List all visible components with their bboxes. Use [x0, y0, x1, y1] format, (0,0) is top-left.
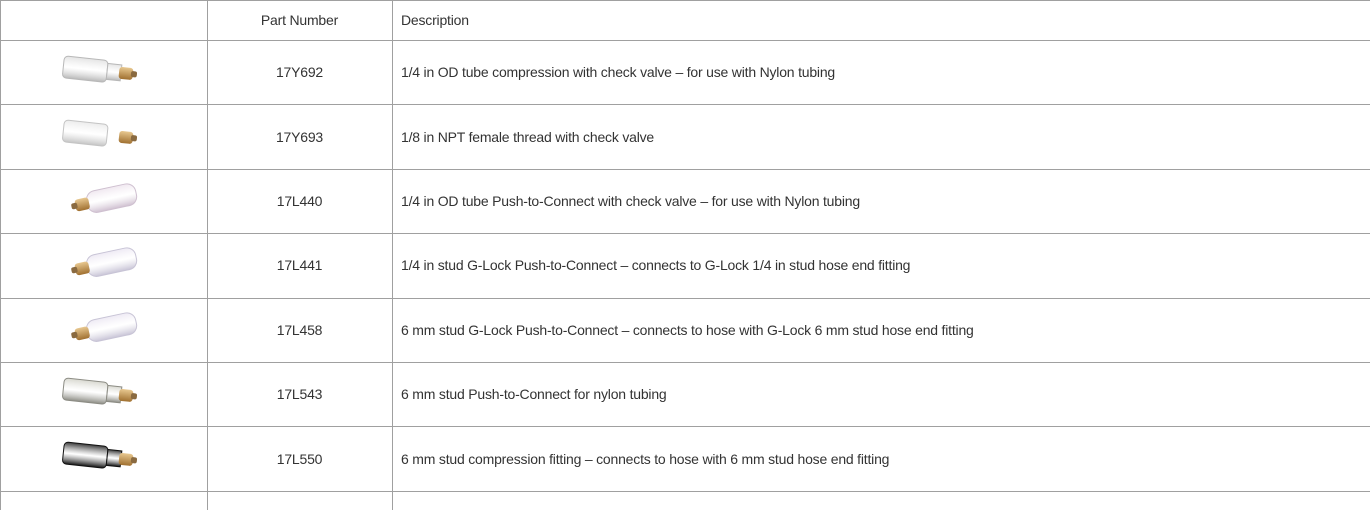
part-image	[53, 181, 153, 221]
fitting-icon	[62, 120, 138, 147]
description: 1/8 in NPT female thread with check valv…	[401, 128, 655, 145]
part-number: 17L550	[276, 450, 323, 467]
description: 1/4 in OD tube Push-to-Connect with chec…	[401, 192, 860, 209]
border	[392, 0, 393, 510]
part-number: 17L441	[276, 257, 323, 274]
border	[0, 169, 1370, 170]
description: 6 mm stud Push-to-Connect for nylon tubi…	[401, 386, 667, 403]
fitting-icon	[71, 311, 138, 342]
part-image	[53, 116, 153, 156]
part-number: 17L458	[276, 321, 323, 338]
part-number: 17L543	[276, 386, 323, 403]
part-image	[53, 374, 153, 414]
fitting-icon	[71, 247, 138, 278]
border	[0, 233, 1370, 234]
part-image	[53, 438, 153, 478]
border	[0, 362, 1370, 363]
description: 6 mm stud compression fitting – connects…	[401, 450, 890, 467]
border	[0, 426, 1370, 427]
part-image	[53, 245, 153, 285]
border	[0, 298, 1370, 299]
header-cell: Description	[401, 12, 469, 28]
border	[207, 0, 208, 510]
description: 1/4 in OD tube compression with check va…	[401, 64, 836, 81]
fitting-icon	[62, 377, 138, 405]
fitting-icon	[62, 55, 138, 83]
border	[0, 104, 1370, 105]
border	[0, 0, 1370, 1]
part-number: 17Y692	[275, 64, 324, 81]
border	[0, 0, 1, 510]
part-number: 17Y693	[275, 128, 324, 145]
border	[0, 491, 1370, 492]
part-image	[53, 310, 153, 350]
border	[0, 40, 1370, 41]
description: 6 mm stud G-Lock Push-to-Connect – conne…	[401, 321, 974, 338]
part-number: 17L440	[276, 192, 323, 209]
fitting-icon	[71, 183, 138, 213]
fitting-icon	[62, 442, 138, 469]
header-cell: Part Number	[260, 12, 339, 28]
description: 1/4 in stud G-Lock Push-to-Connect – con…	[401, 257, 911, 274]
part-image	[53, 52, 153, 92]
